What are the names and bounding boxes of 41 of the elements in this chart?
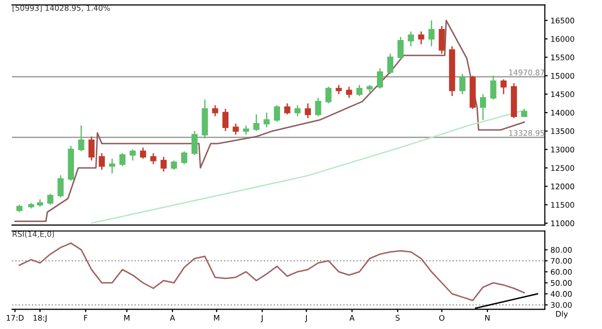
candlestick (58, 174, 64, 198)
candlestick (98, 152, 105, 170)
candlestick (418, 30, 424, 46)
candlestick (428, 20, 435, 47)
candlestick (140, 146, 146, 160)
candlestick (325, 86, 332, 104)
candlestick (336, 84, 342, 95)
candlestick (408, 30, 414, 47)
candlestick (212, 104, 218, 117)
candlestick (500, 78, 507, 95)
candlestick (490, 75, 496, 100)
candlestick (438, 25, 445, 54)
candlestick (387, 52, 394, 75)
candlestick (109, 158, 116, 174)
candlestick (376, 68, 384, 90)
candlestick (88, 136, 95, 162)
line-series (18, 242, 525, 302)
candlestick (150, 152, 156, 165)
candlestick (480, 94, 486, 121)
candlestick (315, 97, 322, 117)
candlestick (284, 102, 290, 116)
candlestick (294, 104, 301, 117)
candlestick (222, 108, 228, 132)
candlestick (181, 150, 188, 165)
candlestick (119, 152, 126, 167)
candlestick (130, 148, 136, 162)
candlestick (398, 36, 404, 60)
candlestick (356, 84, 362, 97)
candlestick (78, 124, 84, 152)
candlestick (242, 124, 250, 136)
candlestick (274, 104, 280, 122)
candlestick (232, 123, 239, 136)
candlestick (304, 102, 311, 119)
candlestick (264, 112, 270, 128)
candlestick (191, 130, 198, 156)
candlestick (253, 114, 260, 132)
candlestick (170, 160, 177, 170)
candlestick (346, 86, 352, 98)
candlestick (160, 156, 167, 172)
candlestick (459, 73, 466, 95)
candlestick (47, 193, 54, 206)
